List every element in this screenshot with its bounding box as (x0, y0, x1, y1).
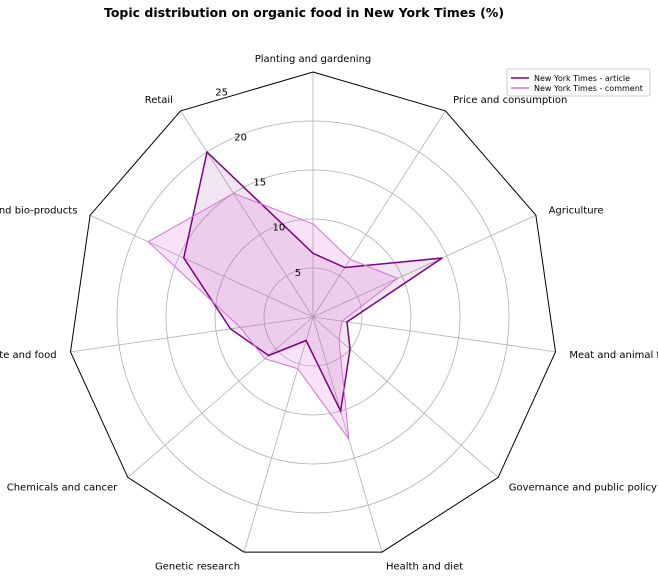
category-label: GMO label and bio-products (0, 205, 77, 216)
series-line (147, 192, 399, 442)
axis-spoke (312, 316, 556, 353)
series-fill (183, 152, 443, 412)
category-labels: Planting and gardening Price and consumpt… (0, 54, 658, 573)
tick-label: 20 (234, 132, 247, 143)
axis-spoke (312, 316, 499, 478)
legend-entry: New York Times - article (534, 74, 630, 83)
category-label: Meat and animal feeding (569, 350, 658, 361)
category-label: Price and consumption (453, 95, 567, 106)
axis-spoke (243, 316, 314, 553)
axis-spoke (312, 110, 446, 318)
tick-label: 10 (272, 223, 285, 234)
tick-label: 5 (295, 268, 301, 279)
series-fill (148, 193, 398, 440)
axis-spoke (312, 214, 537, 318)
category-label: Planting and gardening (255, 54, 372, 65)
category-label: Agriculture (549, 205, 604, 216)
radial-tick-labels: 5 10 15 20 25 (215, 87, 301, 279)
radar-series (147, 150, 443, 442)
category-label: Retail (145, 95, 173, 106)
legend-box (506, 68, 651, 97)
series-line (182, 150, 443, 414)
legend-entry: New York Times - comment (534, 84, 643, 93)
axis-spoke (180, 110, 314, 318)
category-label: Taste and food (0, 350, 57, 361)
tick-label: 15 (253, 178, 266, 189)
axis-spoke (312, 316, 383, 553)
outer-frame (69, 71, 557, 553)
category-label: Health and diet (386, 562, 463, 573)
category-label: Genetic research (155, 562, 240, 573)
axis-spoke (70, 316, 314, 353)
category-label: Governance and public policy (509, 483, 657, 494)
chart-title: Topic distribution on organic food in Ne… (104, 5, 504, 20)
category-label: Chemicals and cancer (7, 483, 118, 494)
axis-spoke (89, 214, 314, 318)
tick-label: 25 (215, 87, 228, 98)
axis-spoke (127, 316, 314, 478)
radar-grid (69, 71, 557, 553)
